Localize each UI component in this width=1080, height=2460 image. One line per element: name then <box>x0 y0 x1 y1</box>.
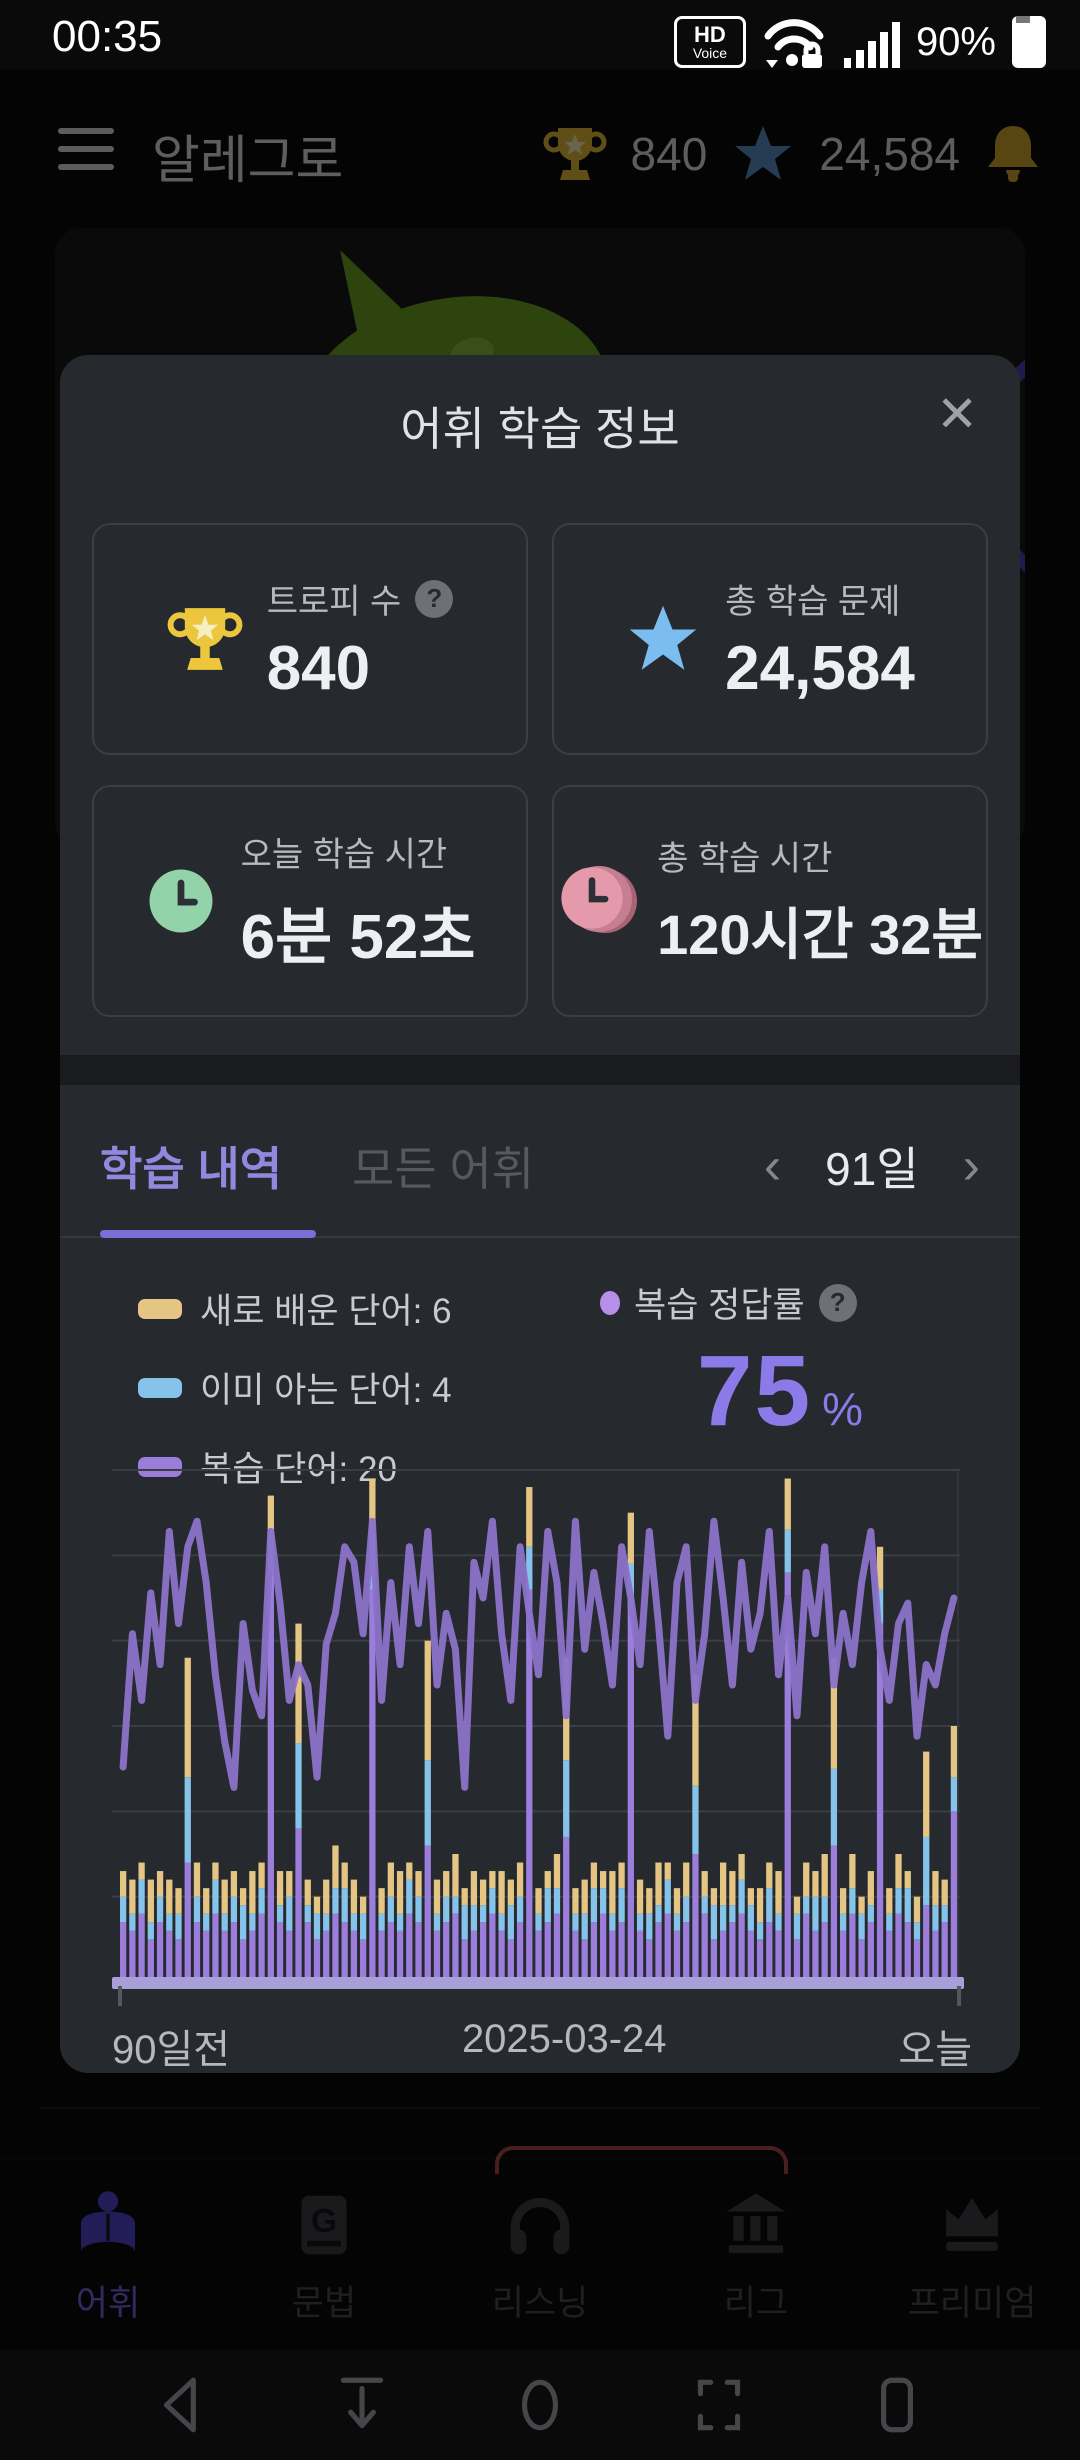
trophy-icon <box>167 608 243 670</box>
tab-bar: 학습 내역 모든 어휘 ‹ 91일 › <box>100 1097 980 1235</box>
active-tab-underline <box>100 1230 316 1238</box>
accuracy-unit: % <box>822 1383 864 1435</box>
total-time-card: 총 학습 시간 120시간 32분 <box>552 785 988 1017</box>
legend-item: 새로 배운 단어: 6 <box>138 1283 452 1334</box>
status-bar: 00:35 HD Voice 90% <box>0 0 1080 70</box>
today-time-card: 오늘 학습 시간 6분 52초 <box>92 785 528 1017</box>
period-label: 91일 <box>825 1143 919 1195</box>
card-label: 오늘 학습 시간 <box>240 835 448 874</box>
trophy-count-value: 840 <box>266 634 371 703</box>
legend-swatch-review-words <box>138 1456 182 1477</box>
accuracy-value: 75 <box>696 1335 813 1447</box>
help-icon[interactable]: ? <box>818 1283 857 1322</box>
chevron-left-icon[interactable]: ‹ <box>763 1137 782 1195</box>
tab-all-vocab[interactable]: 모든 어휘 <box>352 1143 535 1195</box>
legend-swatch-known-words <box>138 1377 182 1398</box>
stats-cards: 트로피 수 ? 840 총 학습 문제 24,584 <box>92 523 988 1017</box>
x-label-right: 오늘 <box>898 2028 972 2072</box>
legend-swatch-new-words <box>138 1298 182 1319</box>
vocab-learning-info-modal: 어휘 학습 정보 ✕ 트로피 수 ? 840 <box>60 355 1020 2073</box>
signal-icon <box>843 22 900 68</box>
learning-chart <box>112 1469 964 2006</box>
total-time-value: 120시간 32분 <box>657 903 983 966</box>
android-nav-bar <box>150 2350 930 2460</box>
pull-down-icon[interactable] <box>329 2372 395 2438</box>
hd-voice-icon: HD Voice <box>673 16 746 68</box>
star-icon <box>629 605 697 670</box>
x-label-left: 90일전 <box>112 2028 231 2072</box>
card-label: 트로피 수 <box>266 583 402 621</box>
card-label: 총 학습 문제 <box>725 583 901 621</box>
battery-percent: 90% <box>915 19 996 64</box>
accuracy-dot-icon <box>600 1290 620 1315</box>
chevron-right-icon[interactable]: › <box>962 1137 980 1195</box>
help-icon[interactable]: ? <box>415 579 454 618</box>
wifi-icon <box>764 19 824 68</box>
x-label-center: 2025-03-24 <box>461 2017 667 2061</box>
trophy-count-card: 트로피 수 ? 840 <box>92 523 528 755</box>
total-questions-value: 24,584 <box>725 634 915 703</box>
status-clock: 00:35 <box>52 12 163 61</box>
tab-border <box>60 1236 1020 1238</box>
section-divider <box>60 1055 1020 1085</box>
close-icon[interactable]: ✕ <box>936 386 978 442</box>
total-questions-card: 총 학습 문제 24,584 <box>552 523 988 755</box>
card-label: 총 학습 시간 <box>657 840 833 878</box>
review-accuracy-block: 복습 정답률 ? 75% <box>600 1277 960 1449</box>
clock-pink-icon <box>557 863 638 939</box>
recents-icon[interactable] <box>864 2372 930 2438</box>
modal-title: 어휘 학습 정보 <box>400 403 680 455</box>
chart-x-axis: 90일전 2025-03-24 오늘 <box>112 2017 972 2075</box>
clock-green-icon <box>149 869 213 933</box>
back-icon[interactable] <box>150 2372 216 2438</box>
home-icon[interactable] <box>507 2372 573 2438</box>
battery-icon <box>1012 16 1046 68</box>
legend-item: 이미 아는 단어: 4 <box>138 1362 452 1413</box>
period-selector: ‹ 91일 › <box>764 1133 980 1199</box>
capture-icon[interactable] <box>686 2372 752 2438</box>
chart-area <box>112 1447 972 2007</box>
today-time-value: 6분 52초 <box>240 902 476 972</box>
tab-learning-history[interactable]: 학습 내역 <box>100 1143 283 1195</box>
accuracy-title: 복습 정답률 <box>634 1286 805 1325</box>
